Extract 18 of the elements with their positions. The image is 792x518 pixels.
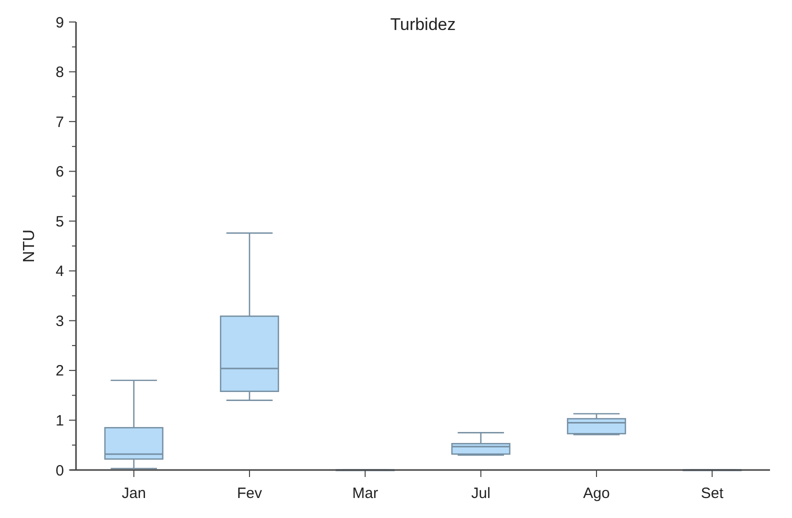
y-tick-label: 8 [56, 64, 64, 82]
y-tick-label: 5 [56, 213, 64, 230]
y-tick-label: 4 [56, 263, 64, 280]
chart-title: Turbidez [390, 15, 456, 34]
y-tick-label: 0 [56, 462, 64, 480]
y-tick-label: 9 [56, 14, 64, 32]
x-tick-label: Jul [471, 485, 490, 502]
x-tick-label: Jan [122, 485, 146, 502]
y-tick-label: 2 [56, 362, 64, 380]
x-tick-label: Ago [583, 485, 610, 502]
y-axis-title: NTU [21, 230, 38, 262]
y-tick-label: 1 [56, 412, 64, 430]
y-tick-label: 6 [56, 164, 64, 181]
y-tick-label: 7 [56, 114, 64, 131]
x-tick-label: Mar [352, 485, 378, 502]
y-tick-label: 3 [56, 312, 64, 330]
x-tick-label: Fev [236, 485, 262, 502]
x-tick-label: Set [700, 485, 724, 502]
